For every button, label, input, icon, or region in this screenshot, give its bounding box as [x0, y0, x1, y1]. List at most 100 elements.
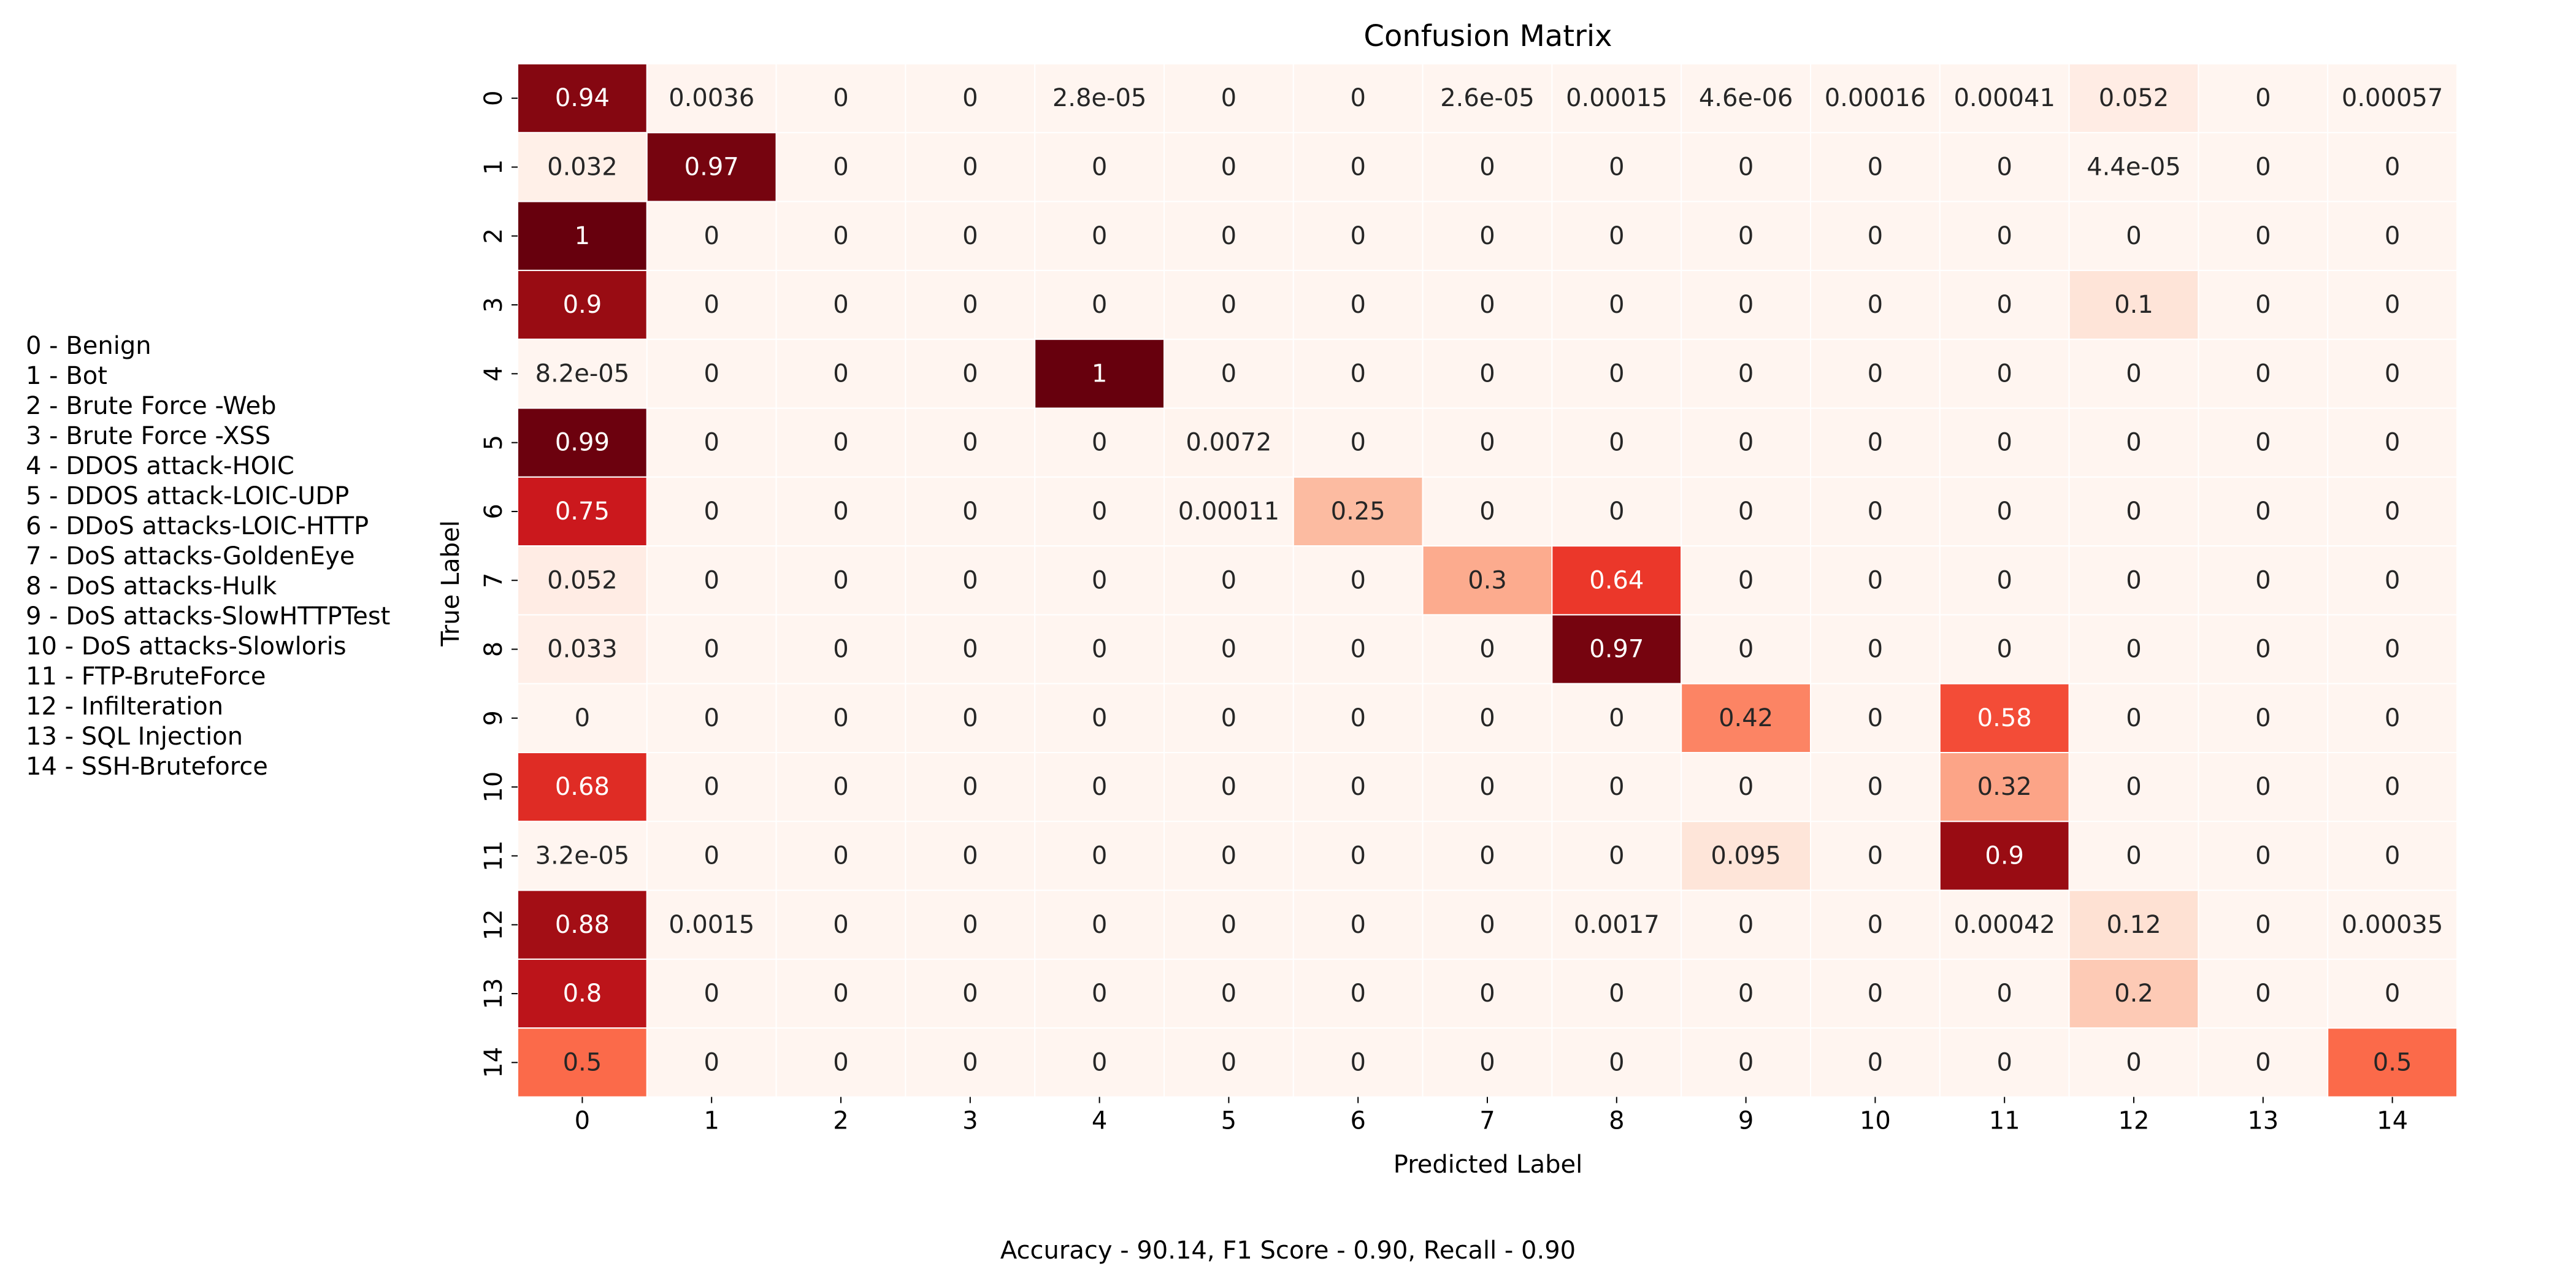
cell-value-label: 3.2e-05 — [535, 841, 630, 870]
x-tick-label: 14 — [2377, 1107, 2408, 1135]
heatmap-cell — [1163, 889, 1294, 960]
cell-value-label: 0 — [1092, 566, 1107, 594]
cell-value-label: 0 — [1350, 291, 1365, 319]
heatmap-cell — [2068, 201, 2199, 271]
heatmap-cell — [2327, 683, 2458, 753]
heatmap-cell — [646, 269, 777, 340]
heatmap-cell — [2198, 889, 2329, 960]
cell-value-label: 0 — [962, 979, 978, 1008]
cell-value-label: 0 — [1221, 773, 1236, 801]
heatmap-cell — [1422, 958, 1553, 1029]
cell-value-label: 2.6e-05 — [1440, 84, 1535, 112]
heatmap-cell — [775, 1027, 907, 1098]
cell-value-label: 0 — [2255, 704, 2271, 732]
x-tick-label: 6 — [1350, 1107, 1365, 1135]
cell-value-label: 0 — [1479, 359, 1495, 388]
cell-value-label: 0 — [2385, 291, 2400, 319]
cell-value-label: 0 — [1221, 911, 1236, 939]
cell-value-label: 0 — [962, 704, 978, 732]
heatmap-cell — [1551, 889, 1682, 960]
heatmap-cell — [646, 132, 777, 202]
heatmap-cell — [1422, 821, 1553, 891]
cell-value-label: 0.75 — [555, 497, 610, 526]
x-axis-label: Predicted Label — [1393, 1151, 1582, 1179]
cell-value-label: 0.1 — [2114, 291, 2153, 319]
heatmap-cell — [1292, 339, 1424, 409]
cell-value-label: 0 — [1350, 359, 1365, 388]
y-tick-label: 0 — [480, 90, 508, 105]
heatmap-cell — [517, 614, 648, 684]
heatmap-cell — [517, 476, 648, 547]
heatmap-cell — [1034, 339, 1165, 409]
cell-value-label: 0 — [2126, 841, 2141, 870]
cell-value-label: 0 — [833, 704, 848, 732]
heatmap-cell — [1939, 407, 2070, 478]
cell-value-label: 0.94 — [555, 84, 610, 112]
heatmap-cell — [775, 545, 907, 616]
cell-value-label: 0 — [2385, 841, 2400, 870]
y-tick-label: 9 — [480, 710, 508, 726]
heatmap-cell — [517, 63, 648, 134]
cell-value-label: 0 — [1479, 773, 1495, 801]
heatmap-cell — [905, 752, 1036, 822]
cell-value-label: 0 — [1868, 979, 1883, 1008]
cell-value-label: 0 — [1221, 841, 1236, 870]
cell-value-label: 0 — [1221, 635, 1236, 664]
cell-value-label: 0 — [1479, 429, 1495, 457]
cell-value-label: 0 — [962, 359, 978, 388]
cell-value-label: 0 — [833, 911, 848, 939]
cell-value-label: 0 — [1221, 566, 1236, 594]
cell-value-label: 0 — [1996, 291, 2012, 319]
cell-value-label: 0 — [1350, 429, 1365, 457]
heatmap-cell — [775, 821, 907, 891]
heatmap-cell — [1939, 614, 2070, 684]
heatmap-cell — [2198, 958, 2329, 1029]
heatmap-cell — [2198, 269, 2329, 340]
heatmap-cell — [517, 407, 648, 478]
heatmap-cell — [2068, 683, 2199, 753]
heatmap-cell — [775, 889, 907, 960]
heatmap-cell — [646, 889, 777, 960]
heatmap-cell — [905, 132, 1036, 202]
heatmap-cell — [2068, 1027, 2199, 1098]
cell-value-label: 0 — [962, 1048, 978, 1076]
cell-value-label: 0 — [1609, 153, 1624, 181]
cell-value-label: 0 — [833, 359, 848, 388]
metrics-caption: Accuracy - 90.14, F1 Score - 0.90, Recal… — [1000, 1236, 1576, 1265]
legend-item: 5 - DDOS attack-LOIC-UDP — [26, 482, 350, 510]
heatmap-cell — [2327, 201, 2458, 271]
heatmap-cell — [1163, 958, 1294, 1029]
cell-value-label: 0.3 — [1468, 566, 1507, 594]
cell-value-label: 0 — [962, 153, 978, 181]
cell-value-label: 0 — [1350, 911, 1365, 939]
heatmap-cell — [646, 752, 777, 822]
cell-value-label: 0 — [1350, 635, 1365, 664]
cell-value-label: 0 — [1479, 704, 1495, 732]
x-tick-label: 9 — [1738, 1107, 1754, 1135]
heatmap-cells — [517, 63, 2458, 1098]
cell-value-label: 0 — [1868, 773, 1883, 801]
heatmap-cell — [1292, 614, 1424, 684]
heatmap-cell — [1939, 201, 2070, 271]
cell-value-label: 0 — [962, 84, 978, 112]
cell-value-label: 0 — [703, 841, 719, 870]
cell-value-label: 0 — [1479, 979, 1495, 1008]
heatmap-cell — [646, 407, 777, 478]
heatmap-cell — [1551, 339, 1682, 409]
cell-value-label: 0 — [575, 704, 590, 732]
heatmap-cell — [1810, 752, 1941, 822]
legend-item: 1 - Bot — [26, 362, 107, 390]
cell-value-label: 0 — [1092, 222, 1107, 250]
cell-value-label: 0 — [2385, 153, 2400, 181]
cell-value-label: 0.5 — [563, 1048, 602, 1076]
cell-value-label: 0 — [1996, 429, 2012, 457]
heatmap-cell — [646, 63, 777, 134]
y-tick-label: 13 — [480, 978, 508, 1010]
heatmap-cell — [2327, 476, 2458, 547]
cell-value-label: 0 — [1092, 911, 1107, 939]
heatmap-cell — [1551, 201, 1682, 271]
heatmap-cell — [517, 958, 648, 1029]
heatmap-cell — [2068, 339, 2199, 409]
